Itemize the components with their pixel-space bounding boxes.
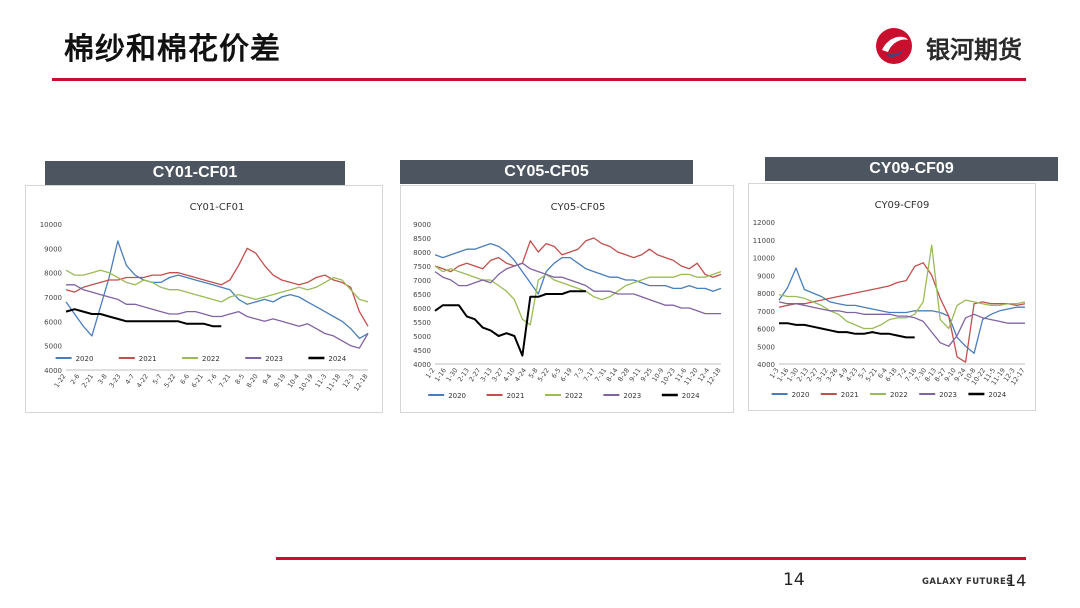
galaxy-logo-icon	[876, 28, 912, 64]
y-tick-label: 4000	[44, 367, 62, 375]
x-tick-label: 11-18	[325, 373, 342, 393]
series-line-2024	[65, 308, 222, 328]
y-tick-label: 4000	[413, 361, 431, 369]
series-line-2023	[434, 262, 721, 315]
chart-title: CY05-CF05	[551, 202, 606, 213]
y-tick-label: 6000	[413, 305, 431, 313]
y-tick-label: 8000	[44, 270, 62, 278]
y-tick-label: 7000	[413, 277, 431, 285]
footer-page-number: 14	[1006, 571, 1027, 590]
x-tick-label: 12-18	[352, 373, 369, 393]
y-tick-label: 6000	[757, 326, 775, 334]
y-tick-label: 7500	[413, 263, 431, 271]
y-tick-label: 4500	[413, 347, 431, 355]
y-tick-label: 4000	[757, 361, 775, 369]
series-line-2021	[65, 247, 369, 327]
y-tick-label: 11000	[753, 237, 775, 245]
panel-header-cy09: CY09-CF09	[765, 157, 1058, 181]
series-line-2020	[434, 242, 722, 295]
footer-brand: GALAXY FUTURES	[922, 577, 1013, 587]
legend-label-2021: 2021	[507, 392, 525, 400]
series-line-2024	[779, 322, 915, 339]
series-line-2022	[434, 265, 722, 326]
chart-cy05-cf05: CY05-CF05 4000 4500 5000 5500 6000 6500 7000 750…	[413, 202, 722, 400]
legend-label-2022: 2022	[890, 391, 908, 399]
footer-divider	[276, 557, 1026, 560]
legend-label-2021: 2021	[139, 355, 157, 363]
series-line-2023	[66, 284, 369, 349]
x-tick-label: 7-21	[217, 373, 232, 390]
y-tick-label: 9000	[757, 272, 775, 280]
chart-panel-cy01: CY01-CF01 4000 5000 6000 7000 8000 9000 10000 1-…	[25, 185, 383, 413]
x-tick-label: 4-22	[135, 373, 150, 390]
panel-header-cy01: CY01-CF01	[45, 161, 345, 185]
legend-label-2020: 2020	[76, 355, 94, 363]
series-line-2021	[434, 237, 722, 278]
y-tick-label: 9000	[44, 245, 62, 253]
y-tick-label: 6000	[44, 318, 62, 326]
chart-panel-cy09: CY09-CF09 4000 5000 6000 7000 8000 9000 10000 11…	[748, 183, 1036, 411]
legend-label-2024: 2024	[988, 391, 1006, 399]
legend-label-2023: 2023	[939, 391, 957, 399]
y-tick-label: 10000	[753, 255, 775, 263]
y-tick-label: 9000	[413, 221, 431, 229]
series-line-2022	[65, 269, 369, 303]
x-tick-label: 6-21	[190, 373, 205, 390]
y-tick-label: 5000	[757, 343, 775, 351]
y-tick-label: 5500	[413, 319, 431, 327]
series-line-2020	[65, 240, 369, 340]
x-tick-label: 6-19	[559, 367, 574, 384]
chart-title: CY01-CF01	[190, 202, 245, 213]
x-tick-label: 4-24	[513, 367, 528, 384]
legend-label-2024: 2024	[682, 392, 700, 400]
chart-title: CY09-CF09	[875, 200, 930, 211]
chart-panel-cy05: CY05-CF05 4000 4500 5000 5500 6000 6500 7000 750…	[400, 185, 734, 413]
legend-label-2022: 2022	[565, 392, 583, 400]
series-line-2024	[434, 290, 586, 357]
header-divider	[52, 78, 1026, 81]
legend-label-2023: 2023	[623, 392, 641, 400]
legend-label-2022: 2022	[202, 355, 220, 363]
x-tick-label: 2-21	[80, 373, 95, 390]
x-tick-label: 10-19	[297, 373, 314, 393]
x-tick-label: 5-22	[162, 373, 177, 390]
y-tick-label: 12000	[753, 219, 775, 227]
y-tick-label: 6500	[413, 291, 431, 299]
y-tick-label: 8000	[413, 249, 431, 257]
x-tick-label: 8-20	[245, 373, 260, 390]
x-tick-label: 5-22	[536, 367, 551, 384]
x-tick-label: 9-19	[272, 373, 287, 390]
y-tick-label: 7000	[44, 294, 62, 302]
panel-header-cy05: CY05-CF05	[400, 160, 693, 184]
legend-label-2020: 2020	[792, 391, 810, 399]
series-line-2023	[778, 301, 1025, 347]
x-tick-label: 3-23	[108, 373, 123, 390]
series-line-2021	[778, 262, 1026, 363]
x-tick-label: 1-22	[53, 373, 68, 390]
legend-label-2020: 2020	[448, 392, 466, 400]
chart-cy09-cf09: CY09-CF09 4000 5000 6000 7000 8000 9000 10000 11…	[753, 200, 1027, 399]
page-number: 14	[783, 570, 805, 590]
y-tick-label: 8500	[413, 235, 431, 243]
y-tick-label: 8000	[757, 290, 775, 298]
legend-label-2023: 2023	[265, 355, 283, 363]
series-line-2022	[778, 244, 1026, 330]
y-tick-label: 5000	[413, 333, 431, 341]
y-tick-label: 5000	[44, 343, 62, 351]
y-tick-label: 10000	[40, 221, 62, 229]
y-tick-label: 7000	[757, 308, 775, 316]
legend-label-2024: 2024	[328, 355, 346, 363]
page-title: 棉纱和棉花价差	[64, 32, 281, 67]
chart-cy01-cf01: CY01-CF01 4000 5000 6000 7000 8000 9000 10000 1-…	[40, 202, 370, 393]
brand-name: 银河期货	[926, 36, 1022, 64]
legend-label-2021: 2021	[841, 391, 859, 399]
